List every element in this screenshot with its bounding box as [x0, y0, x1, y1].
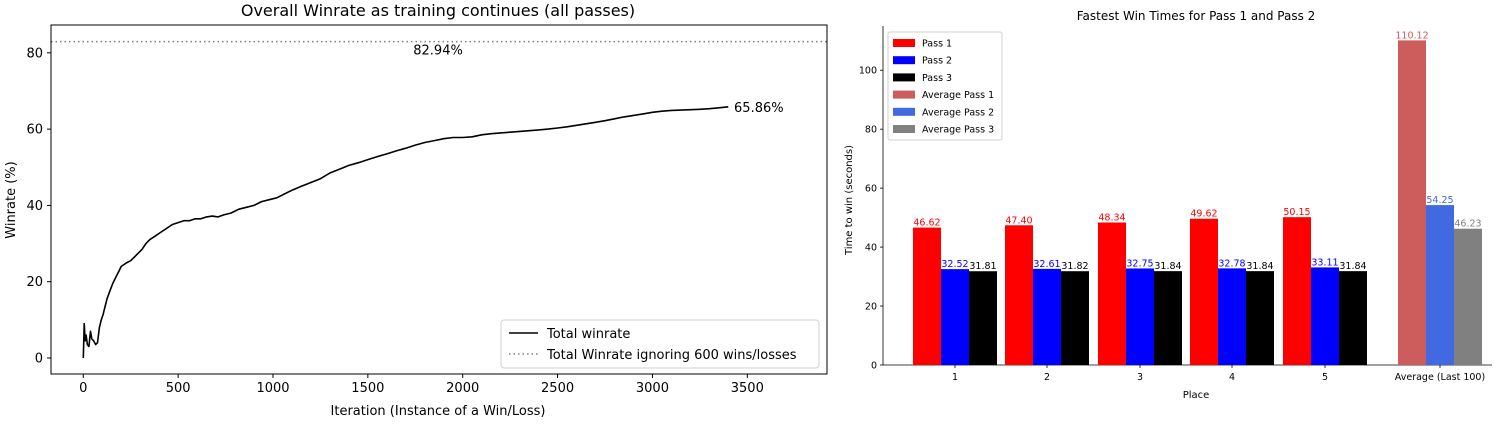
legend-label-pass-2: Pass 2 — [922, 56, 952, 67]
bar-chart-title: Fastest Win Times for Pass 1 and Pass 2 — [1077, 9, 1316, 23]
legend-label-average-pass-1: Average Pass 1 — [922, 90, 994, 101]
bar-average-pass-2 — [1426, 205, 1454, 365]
bar-value-label: 49.62 — [1190, 209, 1217, 220]
bar-value-label: 110.12 — [1395, 30, 1428, 41]
line-chart-frame — [50, 24, 828, 375]
reference-value-annotation: 82.94% — [413, 43, 463, 58]
winrate-line-chart: Overall Winrate as training continues (a… — [4, 1, 828, 419]
line-chart-legend: Total winrate Total Winrate ignoring 600 … — [500, 319, 820, 369]
bar-pass-2 — [1033, 268, 1061, 365]
bar-x-tick-label: Average (Last 100) — [1395, 372, 1485, 383]
bar-value-label: 31.82 — [1061, 261, 1088, 272]
line-chart-plot-area: 0 500 1000 1500 2000 2500 3000 3500 0 20 40 60 80 82.… — [26, 24, 828, 396]
x-tick-label: 0 — [79, 381, 87, 396]
bar-value-label: 32.78 — [1218, 258, 1245, 269]
y-tick-label: 20 — [26, 275, 43, 290]
bar-x-tick-label: 2 — [1044, 372, 1050, 383]
total-winrate-line — [82, 106, 729, 359]
bar-y-tick-label: 60 — [865, 184, 877, 195]
line-chart-title: Overall Winrate as training continues (a… — [241, 1, 635, 20]
y-tick-label: 40 — [26, 199, 43, 214]
bar-value-label: 54.25 — [1426, 195, 1453, 206]
bar-value-label: 46.62 — [913, 218, 940, 229]
bar-pass-2 — [941, 269, 969, 365]
bar-chart-xlabel: Place — [1183, 390, 1210, 401]
bar-pass-3 — [1246, 271, 1274, 365]
x-tick-label: 2000 — [446, 381, 479, 396]
y-tick-label: 60 — [26, 123, 43, 138]
final-winrate-annotation: 65.86% — [734, 101, 784, 116]
legend-label-pass-3: Pass 3 — [922, 73, 952, 84]
bar-value-label: 50.15 — [1283, 207, 1310, 218]
legend-swatch-pass-3 — [893, 73, 915, 82]
legend-label-average-pass-2: Average Pass 2 — [922, 107, 994, 118]
bar-average-pass-1 — [1398, 40, 1426, 366]
bar-value-label: 46.23 — [1454, 219, 1481, 230]
bar-pass-3 — [969, 271, 997, 365]
x-tick-label: 500 — [166, 381, 191, 396]
bar-pass-1 — [1283, 217, 1311, 365]
bar-pass-2 — [1126, 268, 1154, 365]
bar-average-pass-3 — [1454, 228, 1482, 365]
bar-y-tick-label: 20 — [865, 302, 877, 313]
bar-pass-1 — [913, 227, 941, 365]
x-tick-label: 2500 — [541, 381, 574, 396]
legend-swatch-average-pass-1 — [893, 90, 915, 99]
x-tick-label: 3000 — [636, 381, 669, 396]
legend-label-pass-1: Pass 1 — [922, 39, 952, 50]
legend-swatch-pass-1 — [893, 39, 915, 47]
bar-x-tick-label: 1 — [952, 372, 958, 383]
x-tick-label: 3500 — [731, 381, 764, 396]
bar-value-label: 31.81 — [969, 261, 996, 272]
line-chart-xlabel: Iteration (Instance of a Win/Loss) — [331, 404, 546, 419]
bar-legend-box — [887, 31, 1003, 141]
y-tick-label: 0 — [35, 351, 43, 366]
bar-value-label: 48.34 — [1098, 213, 1125, 224]
legend-label-average-pass-3: Average Pass 3 — [922, 125, 994, 136]
bar-chart-ylabel: Time to win (seconds) — [844, 145, 855, 256]
bar-pass-3 — [1154, 271, 1182, 365]
bar-value-label: 32.75 — [1126, 258, 1153, 269]
bar-y-tick-label: 100 — [859, 66, 877, 77]
x-tick-label: 1500 — [351, 381, 384, 396]
bar-value-label: 32.61 — [1033, 259, 1060, 270]
bar-pass-2 — [1218, 268, 1246, 365]
bar-y-tick-label: 80 — [865, 125, 877, 136]
bar-pass-2 — [1311, 267, 1339, 365]
legend-swatch-pass-2 — [893, 56, 915, 65]
win-times-bar-chart: Fastest Win Times for Pass 1 and Pass 2 … — [844, 9, 1492, 401]
legend-swatch-average-pass-3 — [893, 125, 915, 133]
bar-pass-3 — [1061, 271, 1089, 365]
bar-pass-1 — [1005, 225, 1033, 365]
bar-value-label: 32.52 — [941, 259, 968, 270]
bar-pass-3 — [1339, 271, 1367, 365]
bar-pass-1 — [1098, 222, 1126, 365]
bar-value-label: 33.11 — [1311, 257, 1338, 268]
bar-x-tick-label: 4 — [1229, 372, 1235, 383]
bar-y-tick-label: 40 — [865, 243, 877, 254]
bar-value-label: 31.84 — [1246, 261, 1273, 272]
bar-value-label: 31.84 — [1154, 261, 1181, 272]
bar-pass-1 — [1190, 218, 1218, 365]
y-tick-label: 80 — [26, 46, 43, 61]
bar-chart-legend: Pass 1 Pass 2 Pass 3 Average Pass 1 Average … — [887, 31, 1003, 141]
line-legend-box — [500, 319, 820, 369]
x-tick-label: 1000 — [256, 381, 289, 396]
bar-y-tick-label: 0 — [871, 361, 877, 372]
legend-swatch-average-pass-2 — [893, 107, 915, 116]
legend-label-reference: Total Winrate ignoring 600 wins/losses — [546, 348, 797, 363]
bar-chart-plot-area: 46.62 32.52 31.81 1 47.40 32.61 31.82 2 48.34 32.… — [859, 26, 1492, 383]
line-chart-ylabel: Winrate (%) — [4, 161, 19, 238]
bar-value-label: 47.40 — [1005, 215, 1032, 226]
bar-value-label: 31.84 — [1339, 261, 1366, 272]
legend-label-total-winrate: Total winrate — [546, 327, 630, 342]
bar-x-tick-label: 3 — [1137, 372, 1143, 383]
bar-x-tick-label: 5 — [1322, 372, 1328, 383]
